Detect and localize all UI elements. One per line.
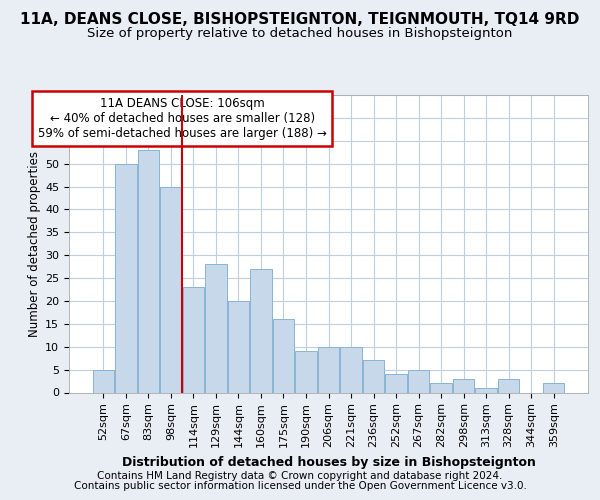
Bar [250,269,272,392]
Bar [498,379,520,392]
Bar [137,150,159,392]
Text: Contains public sector information licensed under the Open Government Licence v3: Contains public sector information licen… [74,481,526,491]
Bar [318,346,339,393]
X-axis label: Distribution of detached houses by size in Bishopsteignton: Distribution of detached houses by size … [122,456,535,468]
Bar [115,164,137,392]
Bar [363,360,384,392]
Bar [182,287,204,393]
Bar [273,320,294,392]
Text: Size of property relative to detached houses in Bishopsteignton: Size of property relative to detached ho… [88,28,512,40]
Bar [475,388,497,392]
Bar [408,370,429,392]
Bar [430,384,452,392]
Text: Contains HM Land Registry data © Crown copyright and database right 2024.: Contains HM Land Registry data © Crown c… [97,471,503,481]
Bar [295,352,317,393]
Bar [160,186,182,392]
Bar [228,301,249,392]
Bar [92,370,114,392]
Y-axis label: Number of detached properties: Number of detached properties [28,151,41,337]
Bar [340,346,362,393]
Bar [385,374,407,392]
Bar [205,264,227,392]
Bar [453,379,475,392]
Text: 11A DEANS CLOSE: 106sqm
← 40% of detached houses are smaller (128)
59% of semi-d: 11A DEANS CLOSE: 106sqm ← 40% of detache… [38,98,326,140]
Bar [543,384,565,392]
Text: 11A, DEANS CLOSE, BISHOPSTEIGNTON, TEIGNMOUTH, TQ14 9RD: 11A, DEANS CLOSE, BISHOPSTEIGNTON, TEIGN… [20,12,580,28]
